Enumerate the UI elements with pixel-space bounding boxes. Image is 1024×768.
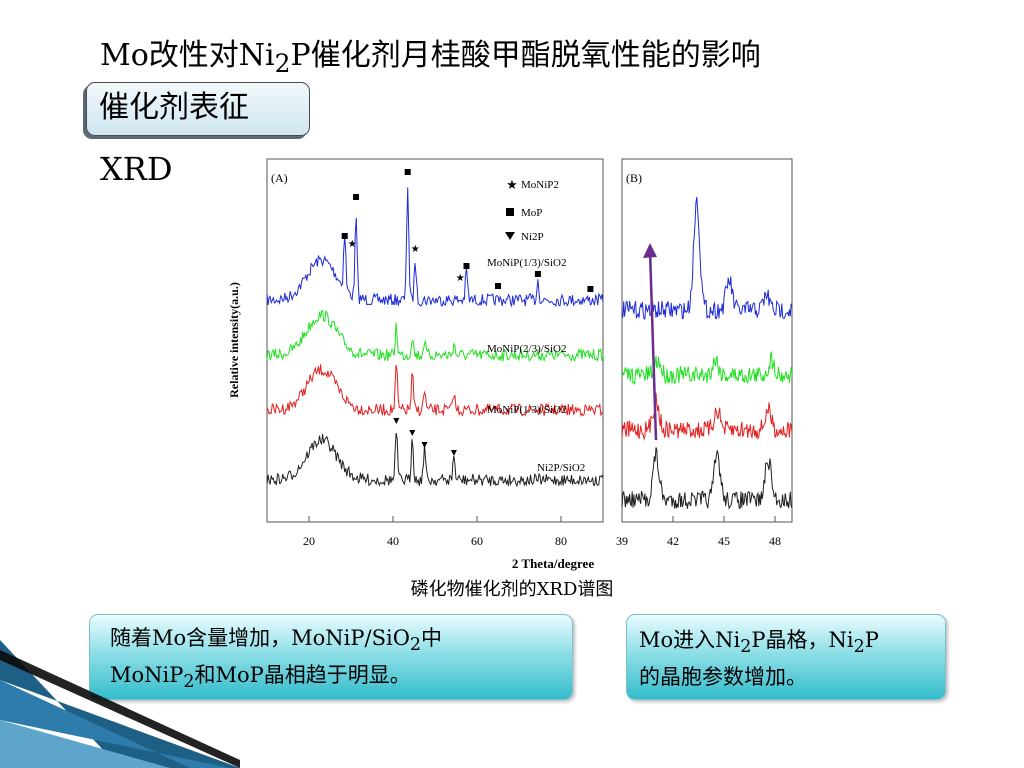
panel-b-series-line (621, 392, 793, 441)
mop-marker (404, 169, 411, 175)
x-axis-label: 2 Theta/degree (512, 556, 594, 571)
panel-a-series-labels: MoNiP(1/3)/SiO2 MoNiP(2/3)/SiO2 MoNiP(1/3)… (487, 257, 585, 474)
slide-title: Mo改性对Ni2P催化剂月桂酸甲酯脱氧性能的影响 (100, 38, 761, 78)
legend-square-icon (506, 208, 514, 216)
x-tick-label: 60 (471, 534, 483, 548)
arrow-head (643, 243, 657, 258)
peak-shift-arrow (643, 243, 658, 441)
mop-marker (353, 194, 360, 200)
arrow-shaft (648, 249, 658, 441)
note-left: 随着Mo含量增加，MoNiP/SiO2中 MoNiP2和MoP晶相趋于明显。 (89, 614, 573, 700)
series-line-3 (266, 432, 604, 488)
series-line-2 (266, 364, 604, 418)
ni2p-marker (393, 418, 400, 424)
panel-a-frame (266, 158, 604, 523)
x-tick-label: 20 (303, 534, 315, 548)
series-label: MoNiP(1/3)/SiO2 (487, 404, 566, 416)
mop-marker (341, 233, 348, 239)
y-axis-label: Relative intensity(a.u.) (227, 282, 241, 398)
panel-a-markers: ★ ★ ★ (341, 169, 594, 456)
panel-b-series-line (621, 350, 793, 386)
panel-b-series-line (621, 196, 793, 320)
panel-b-ticks: 39 42 45 48 (616, 516, 781, 548)
monip2-marker: ★ (456, 273, 465, 284)
series-label: MoNiP(2/3)/SiO2 (487, 343, 566, 355)
figure-caption: 磷化物催化剂的XRD谱图 (410, 579, 614, 600)
legend-label: MoP (521, 207, 542, 219)
series-line-0 (266, 187, 604, 308)
series-line-1 (266, 309, 604, 363)
panel-a-label: (A) (271, 171, 288, 185)
x-tick-label: 42 (667, 534, 679, 548)
panel-a-ticks: 20 40 60 80 (303, 516, 567, 548)
x-tick-label: 48 (769, 534, 781, 548)
legend-triangle-icon (505, 232, 515, 240)
ni2p-marker (421, 442, 428, 448)
x-tick-label: 45 (718, 534, 730, 548)
panel-b-series-line (621, 447, 793, 510)
x-tick-label: 40 (387, 534, 399, 548)
legend-star-icon: ★ (506, 178, 518, 193)
mop-marker (463, 263, 470, 269)
section-subtitle: 催化剂表征 (86, 82, 310, 136)
note-right: Mo进入Ni2P晶格，Ni2P 的晶胞参数增加。 (626, 614, 946, 700)
panel-a-legend: ★ MoNiP2 MoP Ni2P (505, 178, 559, 243)
panel-b-label: (B) (626, 171, 642, 185)
panel-b-frame (621, 158, 793, 523)
monip2-marker: ★ (348, 239, 357, 250)
mop-marker (495, 283, 501, 289)
series-label: Ni2P/SiO2 (537, 462, 585, 474)
panel-a-curves (266, 187, 604, 488)
corner-decoration (0, 640, 240, 768)
ni2p-marker (450, 450, 457, 456)
section-label: XRD (100, 150, 173, 188)
mop-marker (534, 271, 541, 277)
x-tick-label: 39 (616, 534, 628, 548)
ni2p-marker (409, 430, 416, 436)
x-tick-label: 80 (555, 534, 567, 548)
legend-label: Ni2P (521, 231, 544, 243)
legend-label: MoNiP2 (521, 179, 559, 191)
mop-marker (587, 286, 594, 292)
monip2-marker: ★ (411, 244, 420, 255)
panel-b-curves (621, 196, 793, 510)
series-label: MoNiP(1/3)/SiO2 (487, 257, 566, 269)
